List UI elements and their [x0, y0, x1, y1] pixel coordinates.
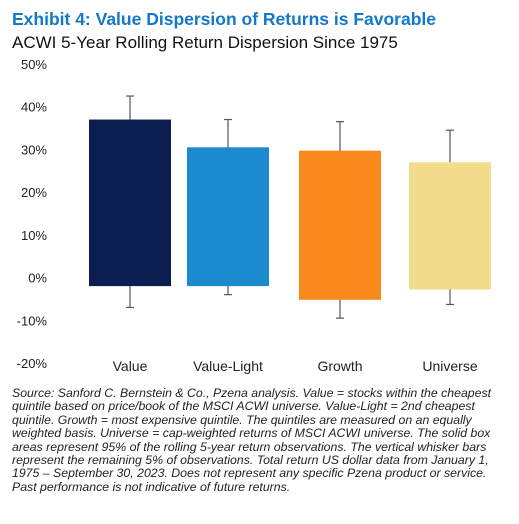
y-tick-label: 50%	[21, 57, 47, 72]
y-tick-label: 40%	[21, 100, 47, 115]
y-tick-label: 20%	[21, 185, 47, 200]
box-universe	[409, 162, 491, 290]
box-chart: 50% 40% 30% 20% 10% 0% -10% -20% Value Value-Ligh…	[17, 57, 491, 374]
y-tick-label: 10%	[21, 228, 47, 243]
box-growth	[299, 150, 381, 300]
y-tick-label: 0%	[28, 271, 47, 286]
x-category-label: Value	[113, 358, 148, 374]
box-value	[89, 119, 171, 287]
x-category-label: Growth	[317, 358, 362, 374]
y-tick-label: 30%	[21, 142, 47, 157]
x-category-label: Universe	[422, 358, 477, 374]
y-tick-label: -10%	[17, 313, 48, 328]
box-value-light	[187, 147, 269, 287]
chart-subtitle: ACWI 5-Year Rolling Return Dispersion Si…	[12, 33, 398, 52]
x-category-label: Value-Light	[193, 358, 263, 374]
source-footnote: Source: Sanford C. Bernstein & Co., Pzen…	[12, 386, 492, 494]
exhibit-title: Exhibit 4: Value Dispersion of Returns i…	[12, 9, 436, 29]
y-tick-label: -20%	[17, 356, 48, 371]
